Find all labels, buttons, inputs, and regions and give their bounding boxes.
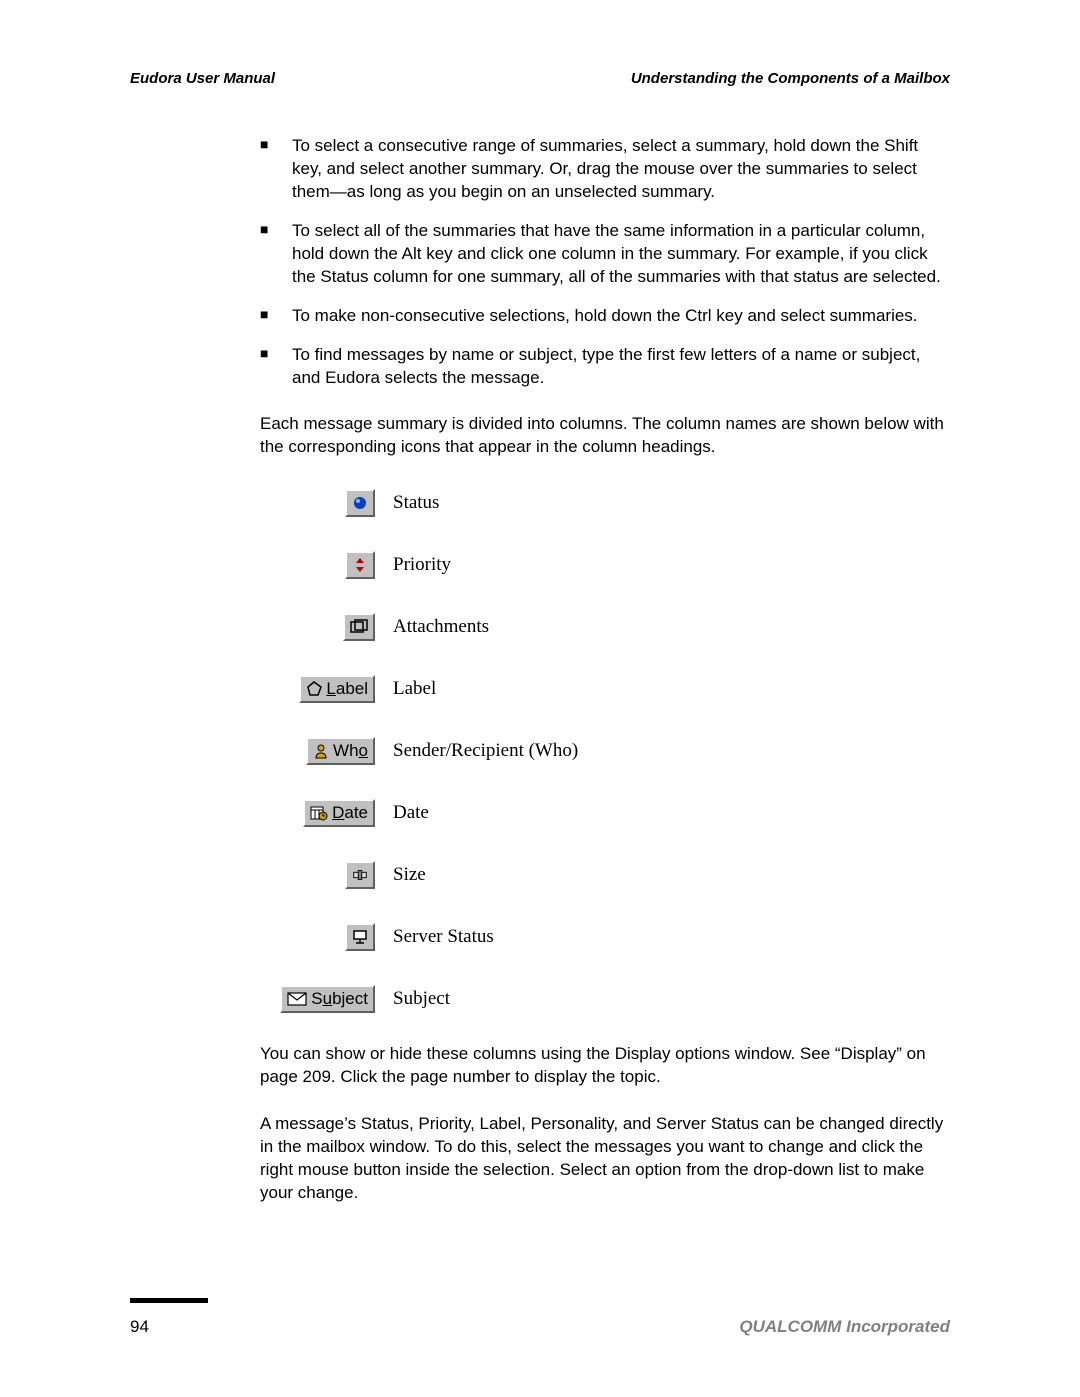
column-label: Server Status <box>393 926 494 948</box>
server-status-column-button <box>345 923 375 951</box>
label-icon <box>306 681 322 697</box>
column-label: Attachments <box>393 616 489 638</box>
after-paragraph-1: You can show or hide these columns using… <box>260 1043 950 1089</box>
icon-row-priority: Priority <box>260 551 950 579</box>
column-label: Date <box>393 802 429 824</box>
who-button-text: Who <box>333 741 368 761</box>
label-button-text: Label <box>326 679 368 699</box>
icon-button-cell <box>260 613 375 641</box>
header-left: Eudora User Manual <box>130 70 275 87</box>
bullet-list: To select a consecutive range of summari… <box>260 135 950 389</box>
icon-row-attachments: Attachments <box>260 613 950 641</box>
server-status-icon <box>352 929 368 945</box>
page-number: 94 <box>130 1317 149 1337</box>
footer-line: 94 QUALCOMM Incorporated <box>130 1317 950 1337</box>
column-label: Priority <box>393 554 451 576</box>
icon-button-cell: Subject <box>260 985 375 1013</box>
priority-column-button <box>345 551 375 579</box>
bullet-item: To find messages by name or subject, typ… <box>260 344 950 390</box>
size-column-button <box>345 861 375 889</box>
bullet-item: To select all of the summaries that have… <box>260 220 950 289</box>
icon-row-subject: Subject Subject <box>260 985 950 1013</box>
icon-row-who: Who Sender/Recipient (Who) <box>260 737 950 765</box>
who-column-button: Who <box>306 737 375 765</box>
column-icon-table: Status Priority <box>260 489 950 1013</box>
footer-rule <box>130 1298 208 1303</box>
column-label: Subject <box>393 988 450 1010</box>
icon-button-cell <box>260 923 375 951</box>
icon-row-status: Status <box>260 489 950 517</box>
page-footer: 94 QUALCOMM Incorporated <box>130 1298 950 1337</box>
icon-button-cell <box>260 861 375 889</box>
status-icon <box>353 496 367 510</box>
column-label: Status <box>393 492 439 514</box>
icon-row-date: Date Date <box>260 799 950 827</box>
icon-row-label: Label Label <box>260 675 950 703</box>
status-column-button <box>345 489 375 517</box>
content-area: To select a consecutive range of summari… <box>260 135 950 1205</box>
date-button-text: Date <box>332 803 368 823</box>
icon-row-size: Size <box>260 861 950 889</box>
icon-row-server-status: Server Status <box>260 923 950 951</box>
attachments-icon <box>350 619 368 635</box>
subject-button-text: Subject <box>311 989 368 1009</box>
attachments-column-button <box>343 613 375 641</box>
after-paragraph-2: A message’s Status, Priority, Label, Per… <box>260 1113 950 1205</box>
page-header: Eudora User Manual Understanding the Com… <box>130 70 950 87</box>
label-column-button: Label <box>299 675 375 703</box>
subject-icon <box>287 992 307 1006</box>
column-label: Size <box>393 864 426 886</box>
icon-button-cell <box>260 489 375 517</box>
size-icon <box>352 868 368 882</box>
date-icon <box>310 805 328 821</box>
icon-button-cell: Who <box>260 737 375 765</box>
intro-paragraph: Each message summary is divided into col… <box>260 413 950 459</box>
page: Eudora User Manual Understanding the Com… <box>0 0 1080 1397</box>
bullet-item: To make non-consecutive selections, hold… <box>260 305 950 328</box>
date-column-button: Date <box>303 799 375 827</box>
footer-company: QUALCOMM Incorporated <box>739 1317 950 1337</box>
icon-button-cell: Date <box>260 799 375 827</box>
column-label: Label <box>393 678 436 700</box>
who-icon <box>313 743 329 759</box>
priority-icon <box>353 557 367 573</box>
subject-column-button: Subject <box>280 985 375 1013</box>
column-label: Sender/Recipient (Who) <box>393 740 578 762</box>
bullet-item: To select a consecutive range of summari… <box>260 135 950 204</box>
icon-button-cell <box>260 551 375 579</box>
header-right: Understanding the Components of a Mailbo… <box>631 70 950 87</box>
icon-button-cell: Label <box>260 675 375 703</box>
